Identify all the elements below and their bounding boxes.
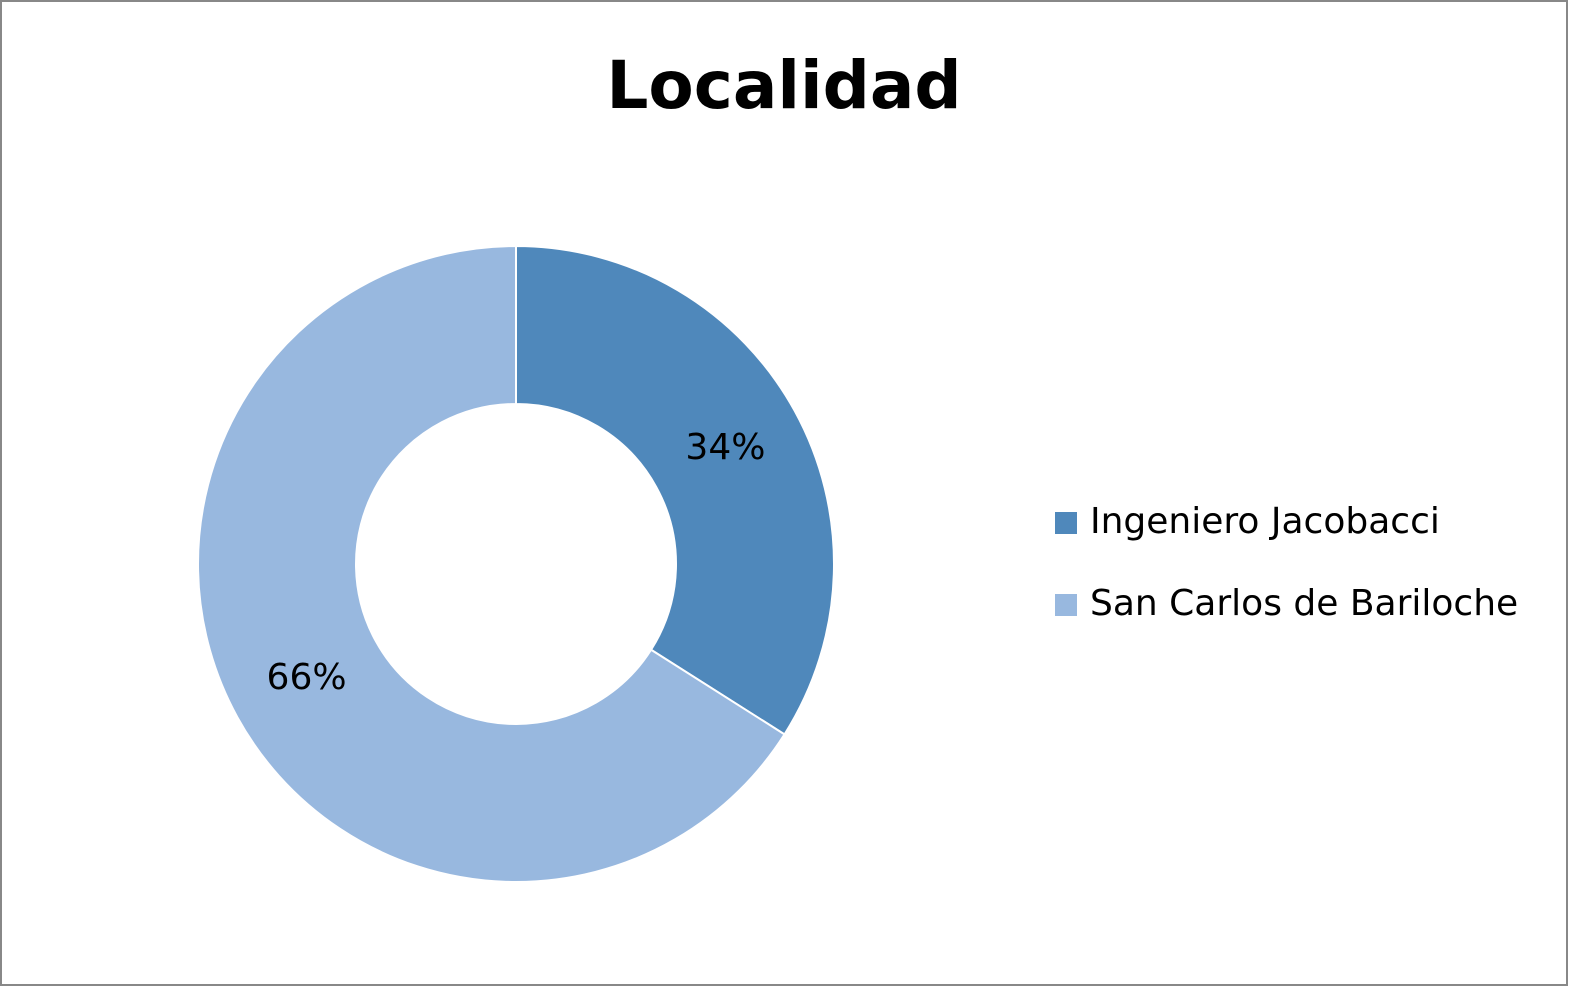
legend-swatch xyxy=(1055,512,1077,534)
chart-title: Localidad xyxy=(606,47,961,124)
legend-label: Ingeniero Jacobacci xyxy=(1090,501,1440,542)
legend-swatch xyxy=(1055,594,1077,616)
data-label: 66% xyxy=(267,657,347,698)
data-label: 34% xyxy=(685,427,765,468)
donut-slice xyxy=(515,244,835,736)
donut-slice xyxy=(197,244,786,883)
legend-label: San Carlos de Bariloche xyxy=(1090,583,1518,624)
